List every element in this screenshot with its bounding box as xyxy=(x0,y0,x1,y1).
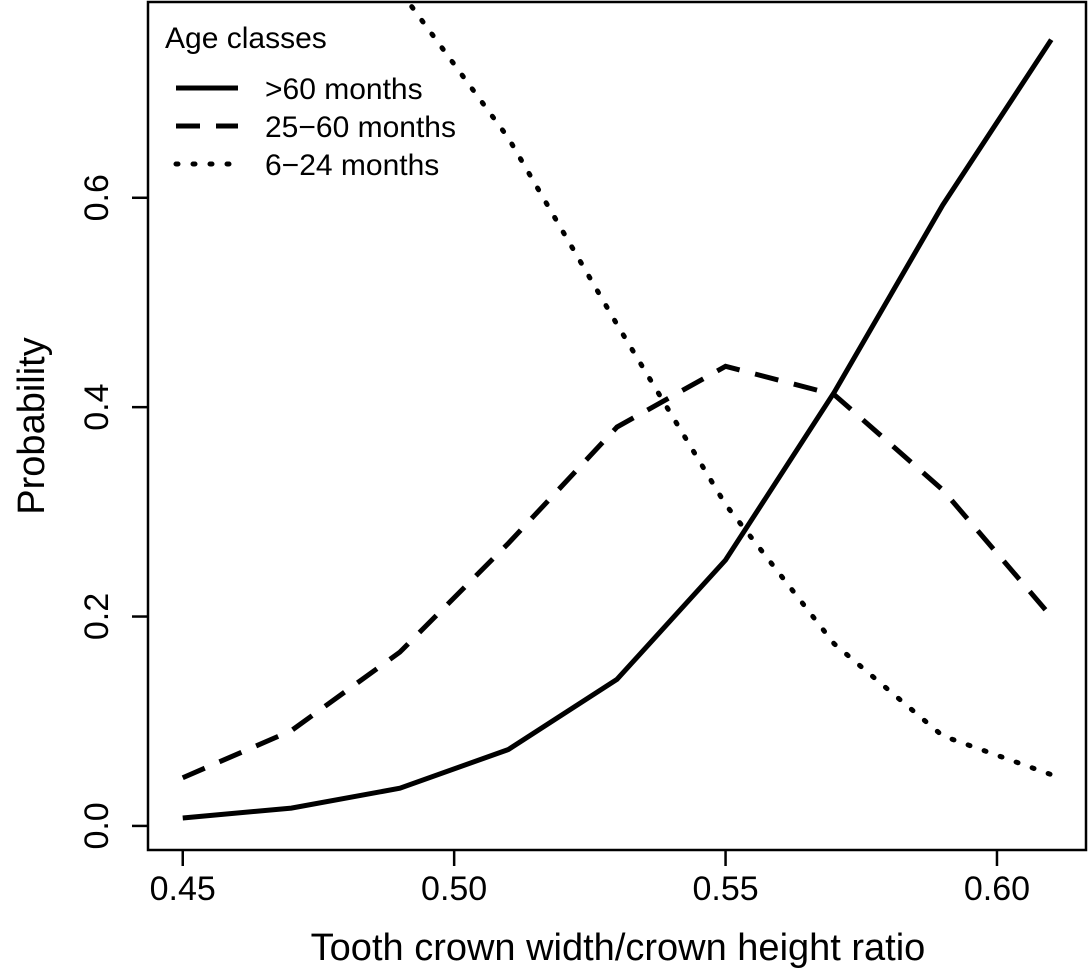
plot-area xyxy=(181,2,1054,821)
x-axis-title: Tooth crown width/crown height ratio xyxy=(311,927,926,969)
y-tick-label: 0.0 xyxy=(78,802,116,849)
y-tick-label: 0.6 xyxy=(78,174,116,221)
series-line xyxy=(182,38,1054,821)
legend-title: Age classes xyxy=(165,22,327,55)
legend-label: 25−60 months xyxy=(265,111,456,144)
x-tick-label: 0.45 xyxy=(150,870,216,908)
legend-label: >60 months xyxy=(265,73,423,106)
x-tick-label: 0.55 xyxy=(692,870,758,908)
plot-frame xyxy=(146,0,1088,852)
series-line xyxy=(181,363,1054,781)
legend-label: 6−24 months xyxy=(265,149,439,182)
x-tick-label: 0.60 xyxy=(964,870,1030,908)
y-tick-label: 0.2 xyxy=(78,593,116,640)
x-tick-label: 0.50 xyxy=(421,870,487,908)
y-tick-label: 0.4 xyxy=(78,384,116,431)
y-axis-title: Probability xyxy=(11,337,53,514)
